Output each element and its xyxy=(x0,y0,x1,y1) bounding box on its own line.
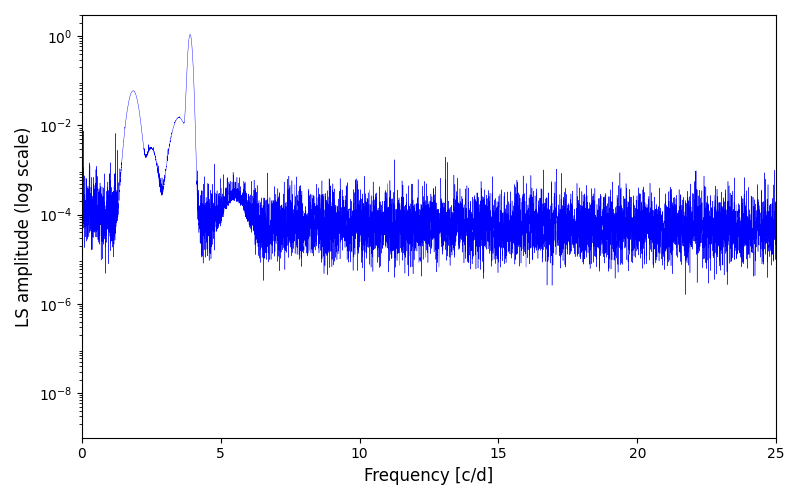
Y-axis label: LS amplitude (log scale): LS amplitude (log scale) xyxy=(15,126,33,326)
X-axis label: Frequency [c/d]: Frequency [c/d] xyxy=(364,467,494,485)
